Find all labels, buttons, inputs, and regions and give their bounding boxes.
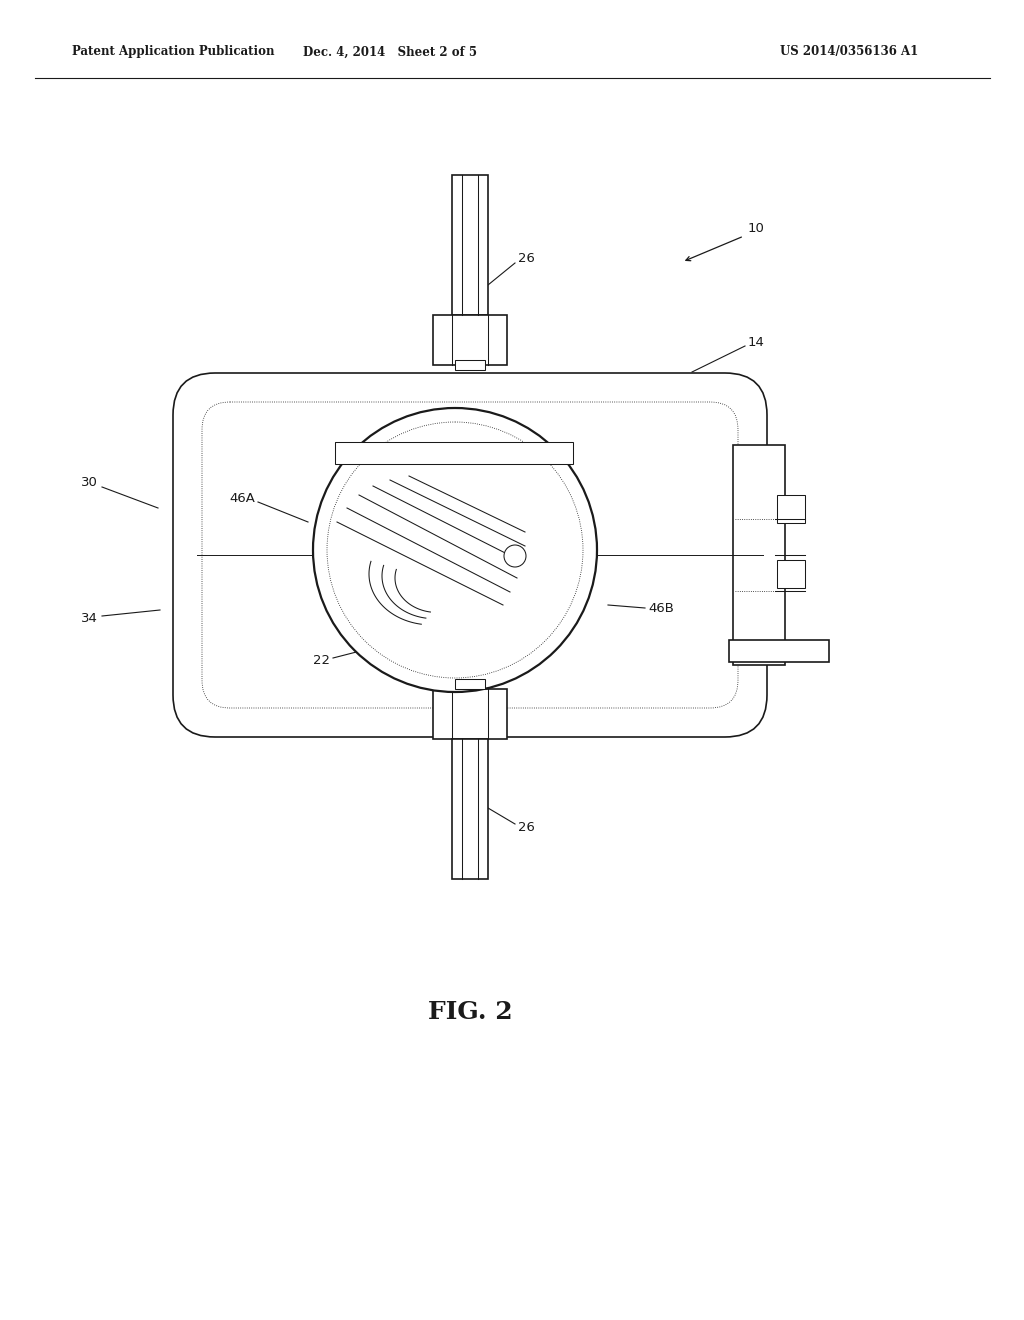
Text: 10: 10 [748, 222, 765, 235]
FancyBboxPatch shape [173, 374, 767, 737]
Bar [733, 445, 785, 665]
Text: 42: 42 [548, 556, 565, 569]
Bar [777, 495, 805, 523]
Text: 38: 38 [492, 502, 509, 515]
Text: 34: 34 [81, 611, 98, 624]
Text: 14: 14 [748, 335, 765, 348]
Bar [452, 739, 488, 879]
Text: 30: 30 [81, 475, 98, 488]
Text: 26: 26 [518, 821, 535, 834]
Circle shape [504, 545, 526, 568]
Text: 22: 22 [313, 653, 330, 667]
Text: 46B: 46B [648, 602, 674, 615]
Bar [335, 442, 573, 465]
Text: 26: 26 [518, 252, 535, 264]
Bar [729, 640, 829, 663]
Text: 46A: 46A [229, 491, 255, 504]
Bar [433, 689, 507, 739]
Text: FIG. 2: FIG. 2 [428, 1001, 512, 1024]
Bar [455, 678, 485, 689]
Text: Dec. 4, 2014   Sheet 2 of 5: Dec. 4, 2014 Sheet 2 of 5 [303, 45, 477, 58]
Bar [777, 560, 805, 587]
Text: Patent Application Publication: Patent Application Publication [72, 45, 274, 58]
Text: 90: 90 [353, 607, 370, 620]
Bar [452, 176, 488, 315]
Bar [455, 360, 485, 370]
Bar [433, 315, 507, 366]
Circle shape [313, 408, 597, 692]
Text: US 2014/0356136 A1: US 2014/0356136 A1 [780, 45, 919, 58]
